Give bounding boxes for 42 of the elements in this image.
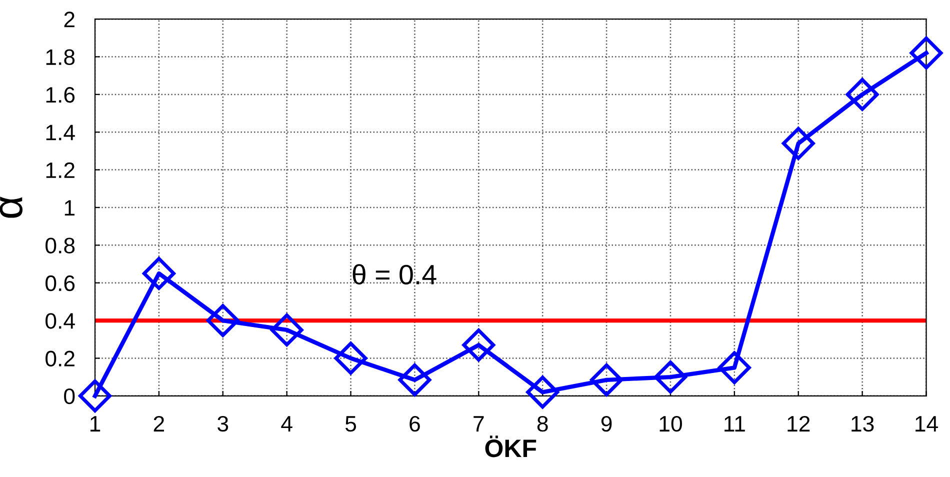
x-tick-label: 9 bbox=[601, 416, 612, 432]
x-tick-label: 6 bbox=[410, 416, 420, 432]
x-tick-label: 7 bbox=[474, 416, 484, 432]
x-tick-label: 3 bbox=[218, 416, 228, 432]
x-tick-label: 12 bbox=[788, 416, 810, 432]
y-tick-label: 1.8 bbox=[46, 49, 75, 66]
x-tick-label: 10 bbox=[660, 416, 682, 432]
ref-line-label: θ = 0.4 bbox=[352, 264, 436, 284]
point bbox=[270, 314, 304, 346]
y-tick-label: 0.8 bbox=[46, 238, 75, 254]
y-tick-label: 1.2 bbox=[46, 162, 74, 178]
point bbox=[526, 376, 560, 409]
x-tick-label: 13 bbox=[852, 416, 874, 432]
y-tick-label: 0.6 bbox=[46, 275, 75, 292]
y-tick-label: 0.2 bbox=[46, 350, 74, 366]
point bbox=[782, 126, 815, 160]
x-tick-label: 2 bbox=[154, 416, 164, 432]
point bbox=[142, 256, 176, 290]
x-tick-label: 14 bbox=[916, 416, 938, 432]
point bbox=[462, 328, 496, 362]
y-tick-label: 1.4 bbox=[46, 124, 75, 140]
point bbox=[590, 363, 624, 396]
x-tick-label: 5 bbox=[345, 416, 356, 432]
point bbox=[910, 36, 943, 70]
y-tick-label: 1 bbox=[64, 200, 74, 216]
y-tick-label: 0 bbox=[64, 388, 75, 404]
y-axis-title: α bbox=[0, 196, 23, 218]
point bbox=[334, 342, 368, 375]
x-tick-label: 1 bbox=[90, 416, 100, 432]
x-axis-title: ÖKF bbox=[485, 436, 536, 458]
point bbox=[78, 379, 112, 412]
point bbox=[654, 360, 687, 394]
y-tick-label: 0.4 bbox=[46, 313, 75, 329]
x-tick-label: 11 bbox=[724, 416, 745, 432]
y-tick-label: 1.6 bbox=[46, 86, 75, 103]
point bbox=[398, 363, 432, 396]
x-tick-label: 4 bbox=[281, 416, 292, 432]
point bbox=[718, 351, 751, 384]
point bbox=[846, 78, 879, 111]
point bbox=[206, 304, 240, 338]
x-tick-label: 8 bbox=[537, 416, 548, 432]
y-tick-label: 2 bbox=[64, 12, 74, 28]
